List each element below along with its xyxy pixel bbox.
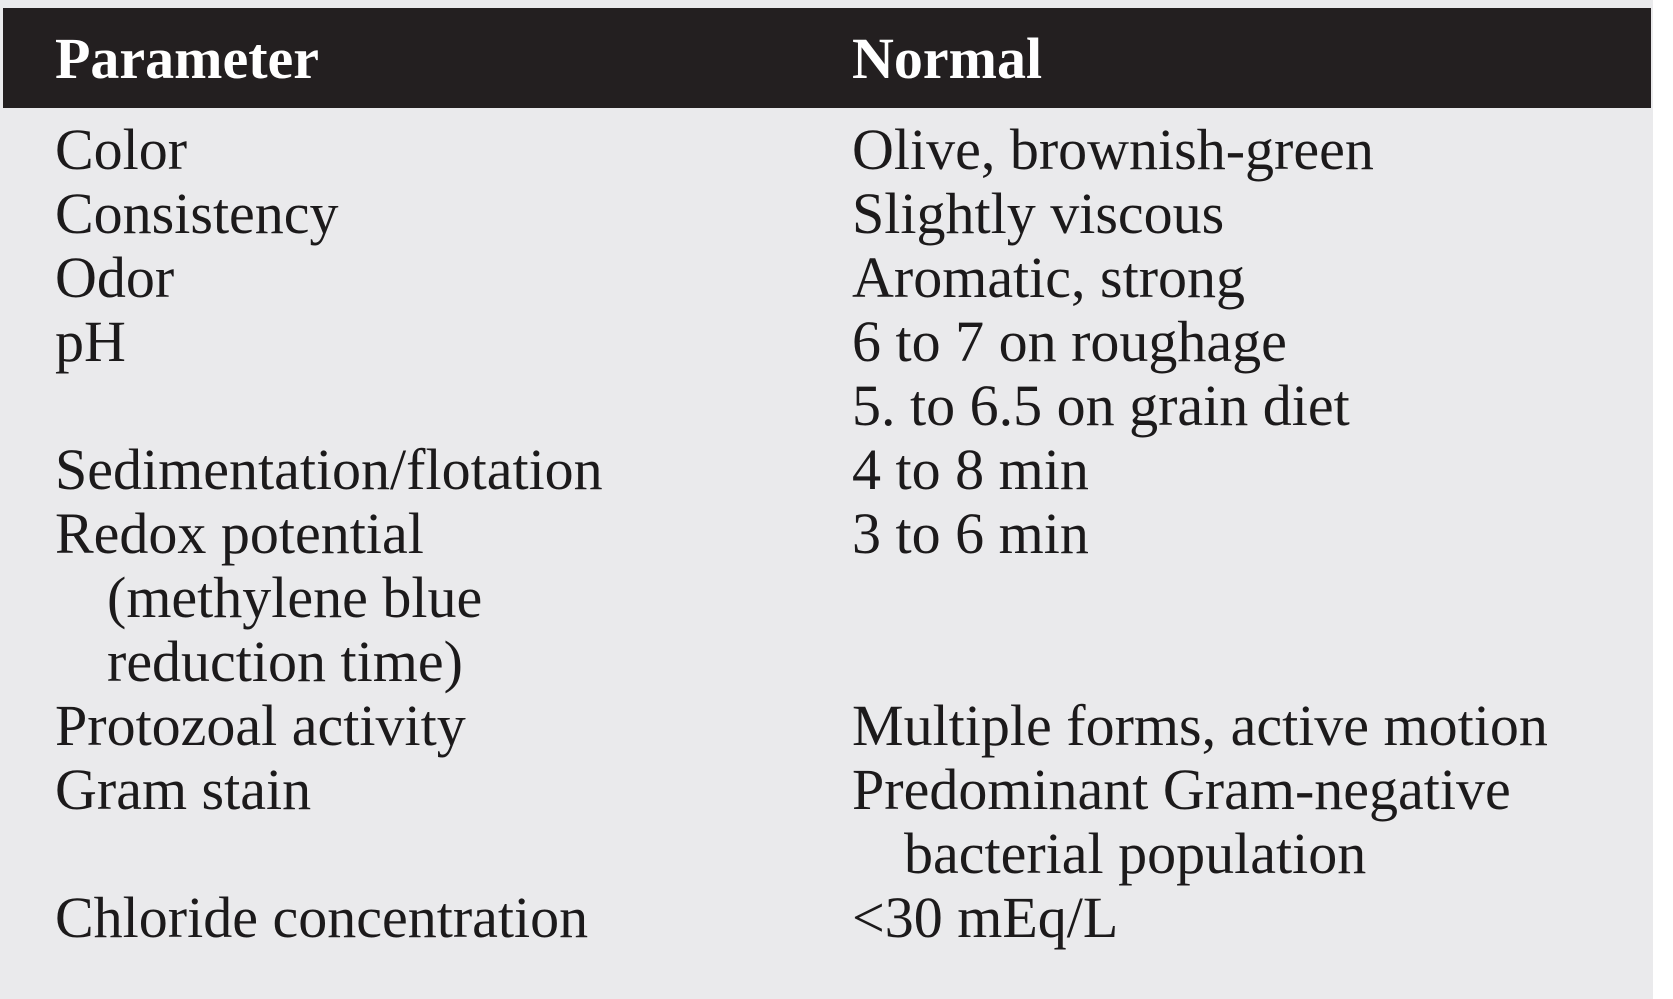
- normal-line: <30 mEq/L: [852, 885, 1119, 950]
- normal-line: Multiple forms, active motion: [852, 693, 1548, 758]
- normal-cell: Slightly viscous: [852, 182, 1653, 246]
- normal-cell: Aromatic, strong: [852, 246, 1653, 310]
- table-row: Chloride concentration <30 mEq/L: [0, 886, 1653, 950]
- column-header-parameter: Parameter: [55, 25, 320, 91]
- normal-line: 6 to 7 on roughage: [852, 309, 1287, 374]
- table-row: Gram stain Predominant Gram-negative bacte…: [0, 758, 1653, 886]
- normal-line: Aromatic, strong: [852, 245, 1246, 310]
- table-row: Color Olive, brownish-green: [0, 118, 1653, 182]
- table-row: Sedimentation/flotation 4 to 8 min: [0, 438, 1653, 502]
- normal-line: 4 to 8 min: [852, 437, 1089, 502]
- param-cell: Consistency: [0, 182, 852, 246]
- param-line: Protozoal activity: [55, 693, 466, 758]
- param-cell: Protozoal activity: [0, 694, 852, 758]
- param-line: (methylene blue: [107, 565, 483, 630]
- normal-line: bacterial population: [904, 821, 1367, 886]
- table-row: Odor Aromatic, strong: [0, 246, 1653, 310]
- param-line: Sedimentation/flotation: [55, 437, 603, 502]
- normal-cell: <30 mEq/L: [852, 886, 1653, 950]
- normal-line: 3 to 6 min: [852, 501, 1089, 566]
- normal-cell: 4 to 8 min: [852, 438, 1653, 502]
- param-line: Color: [55, 117, 188, 182]
- param-cell: pH: [0, 310, 852, 438]
- normal-cell: Predominant Gram-negative bacterial popul…: [852, 758, 1653, 886]
- normal-line: Predominant Gram-negative: [852, 757, 1511, 822]
- table-row: pH 6 to 7 on roughage 5. to 6.5 on grain d…: [0, 310, 1653, 438]
- param-cell: Odor: [0, 246, 852, 310]
- table-body: Color Olive, brownish-green Consistency Sli…: [0, 108, 1653, 950]
- normal-cell: Olive, brownish-green: [852, 118, 1653, 182]
- column-header-normal: Normal: [852, 25, 1043, 91]
- param-cell: Redox potential (methylene blue reduction …: [0, 502, 852, 694]
- param-line: Odor: [55, 245, 175, 310]
- param-line: Gram stain: [55, 757, 312, 822]
- table-row: Protozoal activity Multiple forms, active…: [0, 694, 1653, 758]
- table-row: Consistency Slightly viscous: [0, 182, 1653, 246]
- normal-cell: Multiple forms, active motion: [852, 694, 1653, 758]
- param-line: Chloride concentration: [55, 885, 589, 950]
- param-line: Consistency: [55, 181, 339, 246]
- normal-line: Slightly viscous: [852, 181, 1225, 246]
- normal-line: Olive, brownish-green: [852, 117, 1374, 182]
- param-line: pH: [55, 309, 126, 374]
- param-line: Redox potential: [55, 501, 424, 566]
- normal-cell: 6 to 7 on roughage 5. to 6.5 on grain die…: [852, 310, 1653, 438]
- table-header-bar: Parameter Normal: [3, 8, 1651, 108]
- param-cell: Sedimentation/flotation: [0, 438, 852, 502]
- normal-cell: 3 to 6 min: [852, 502, 1653, 694]
- table-row: Redox potential (methylene blue reduction …: [0, 502, 1653, 694]
- param-cell: Color: [0, 118, 852, 182]
- param-cell: Chloride concentration: [0, 886, 852, 950]
- param-cell: Gram stain: [0, 758, 852, 886]
- normal-line: 5. to 6.5 on grain diet: [852, 373, 1350, 438]
- param-line: reduction time): [107, 629, 463, 694]
